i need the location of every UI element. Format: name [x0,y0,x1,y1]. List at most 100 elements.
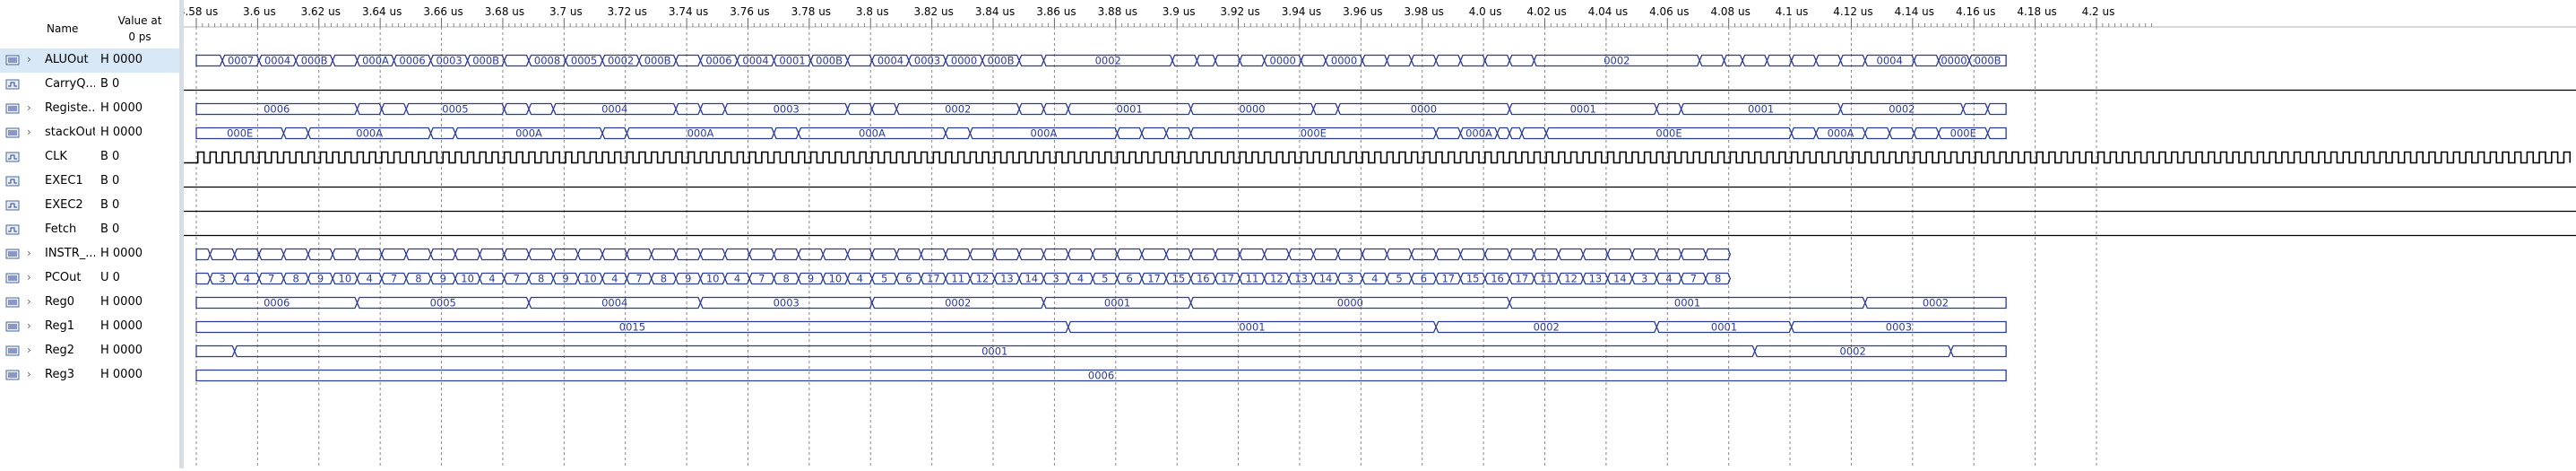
signal-value: B 0 [100,150,120,163]
bus-value-label: 7 [1690,273,1697,285]
value-header-line2: 0 ps [128,31,151,43]
bus-segment [1705,272,1732,285]
bus-icon [5,55,20,68]
signal-row[interactable]: › ALUOut H 0000 [0,48,179,73]
bus-value-label: 0002 [945,103,971,116]
bus-value-label: 0006 [705,55,731,67]
signal-row[interactable]: › INSTR_... H 0000 [0,242,179,266]
signal-row[interactable]: EXEC1 B 0 [0,170,179,194]
ruler-label: 4.1 us [1776,5,1809,18]
signal-row[interactable]: › Reg0 H 0000 [0,291,179,315]
signal-value: H 0000 [100,101,143,115]
bus-value-label: 000A [356,127,383,140]
bus-segment [195,296,359,310]
bus-value-label: 0015 [619,321,645,334]
bus-segment [1754,345,1952,358]
waveform-reg0: 0006 0005 0004 0003 0002 0001 0000 0001 0002 [195,296,2007,310]
signal-row[interactable]: CLK B 0 [0,145,179,170]
expand-chevron-icon[interactable]: › [27,53,31,65]
expand-chevron-icon[interactable]: › [27,344,31,356]
clock-wave [184,151,2572,164]
signal-name: Reg1 [45,319,74,333]
signal-row[interactable]: Fetch B 0 [0,218,179,242]
expand-chevron-icon[interactable]: › [27,101,31,114]
signal-row[interactable]: › Registe... H 0000 [0,97,179,121]
signal-row[interactable]: › stackOut H 0000 [0,121,179,145]
value-column-header: Value at 0 ps [108,13,172,45]
panel-splitter[interactable] [179,0,184,468]
bus-value-label: 10 [829,273,843,285]
ruler-label: 4.08 us [1710,5,1750,18]
ruler-label: 3.98 us [1405,5,1444,18]
bus-segment [601,272,628,285]
waveform-reg1: 0015 0001 0002 0001 0003 [195,320,2007,334]
bus-value-label: 11 [1246,273,1259,285]
bus-value-label: 0003 [436,55,462,67]
signal-row[interactable]: CarryQ... B 0 [0,73,179,97]
bus-segment [195,320,1069,334]
bus-segment [1791,320,2007,334]
bus-segment [195,54,223,67]
bus-value-label: 0001 [1239,321,1265,334]
bus-value-label: 0001 [1117,103,1143,116]
bit-icon [5,224,20,238]
signal-name-panel: Name Value at 0 ps › ALUOut H 0000 CarryQ..… [0,0,180,468]
bus-segment [1042,248,1069,261]
bus-segment [945,54,983,67]
bus-segment [195,369,2007,382]
bus-value-label: 0002 [608,55,634,67]
bus-value-label: 11 [1540,273,1553,285]
bus-value-label: 000B [988,55,1015,67]
bus-value-label: 000B [816,55,843,67]
bus-value-label: 17 [1221,273,1234,285]
ruler-label: 3.92 us [1220,5,1259,18]
signal-value: H 0000 [100,247,143,260]
bus-value-label: 3 [1052,273,1059,285]
waveform-panel[interactable]: 3.58 us 3.6 us 3.62 us 3.64 us 3.66 us 3.68 u… [178,0,2576,468]
signal-value: H 0000 [100,126,143,139]
waveform-canvas: 3.58 us 3.6 us 3.62 us 3.64 us 3.66 us 3.68 u… [178,0,2576,468]
bus-segment [454,272,480,285]
bus-segment [479,272,506,285]
expand-chevron-icon[interactable]: › [27,319,31,332]
bus-value-label: 3 [219,273,225,285]
bus-value-label: 17 [1516,273,1529,285]
signal-row[interactable]: › Reg3 H 0000 [0,363,179,388]
bus-value-label: 13 [1294,273,1308,285]
bus-value-label: 17 [1441,273,1455,285]
signal-name: EXEC2 [45,198,83,212]
signal-name: EXEC1 [45,174,83,188]
signal-row[interactable]: › PCOut U 0 [0,266,179,291]
signal-row[interactable]: › Reg1 H 0000 [0,315,179,339]
expand-chevron-icon[interactable]: › [27,368,31,380]
signal-value: H 0000 [100,319,143,333]
waveform-instr [195,248,1732,261]
expand-chevron-icon[interactable]: › [27,271,31,283]
bus-value-label: 0000 [1337,297,1363,310]
bus-value-label: 10 [461,273,474,285]
bus-segment [921,272,947,285]
bus-value-label: 000A [859,127,886,140]
expand-chevron-icon[interactable]: › [27,126,31,138]
bus-segment [921,248,947,261]
waveform-background [184,0,2576,468]
signal-value: B 0 [100,222,120,236]
bus-value-label: 000B [301,55,328,67]
bus-value-label: 7 [391,273,397,285]
bus-value-label: 8 [415,273,421,285]
bus-value-label: 000A [687,127,714,140]
bus-segment [332,248,359,261]
signal-row[interactable]: EXEC2 B 0 [0,194,179,218]
expand-chevron-icon[interactable]: › [27,295,31,308]
bus-value-label: 0004 [877,55,903,67]
expand-chevron-icon[interactable]: › [27,247,31,259]
bus-segment [332,272,359,285]
bus-icon [5,249,20,262]
signal-row[interactable]: › Reg2 H 0000 [0,339,179,363]
bus-value-label: 0002 [1534,321,1560,334]
signal-value: H 0000 [100,295,143,309]
bus-value-label: 15 [1172,273,1186,285]
bus-value-label: 0006 [1088,370,1114,382]
bus-value-label: 4 [1077,273,1084,285]
ruler-label: 3.66 us [423,5,462,18]
